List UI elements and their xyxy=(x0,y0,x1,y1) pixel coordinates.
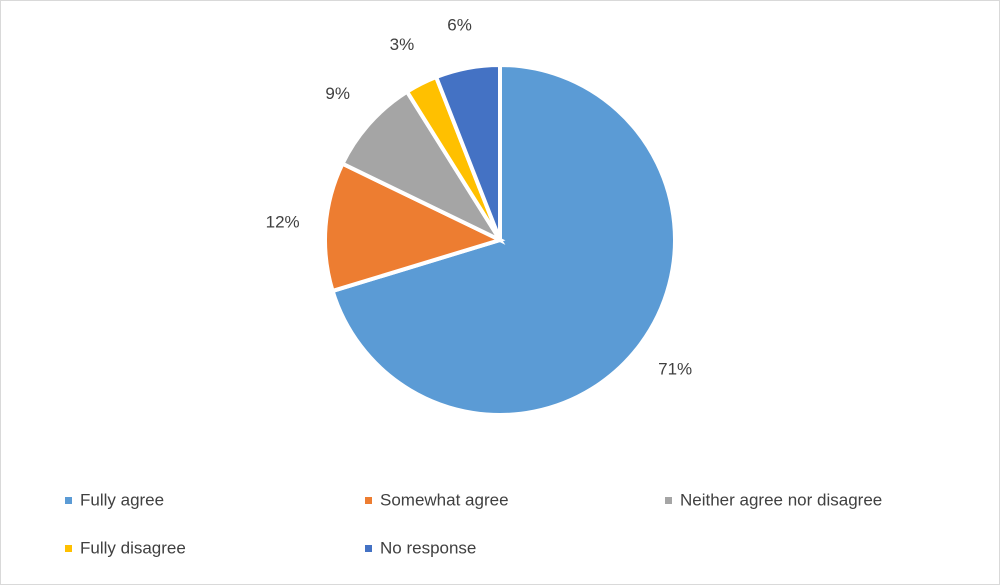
data-label: 9% xyxy=(325,84,350,103)
pie-slice xyxy=(433,62,502,241)
legend-label: Neither agree nor disagree xyxy=(680,490,882,509)
legend-swatch xyxy=(65,497,72,504)
legend-label: Somewhat agree xyxy=(380,490,509,509)
legend-swatch xyxy=(365,497,372,504)
data-label: 12% xyxy=(266,213,300,232)
pie-slice xyxy=(323,161,506,294)
legend-swatch xyxy=(365,545,372,552)
data-label: 71% xyxy=(658,359,692,378)
legend-label: Fully agree xyxy=(80,490,164,509)
legend-label: No response xyxy=(380,538,476,557)
data-label: 6% xyxy=(447,15,472,34)
legend-swatch xyxy=(65,545,72,552)
legend-swatch xyxy=(665,497,672,504)
legend-label: Fully disagree xyxy=(80,538,186,557)
data-label: 3% xyxy=(390,35,415,54)
